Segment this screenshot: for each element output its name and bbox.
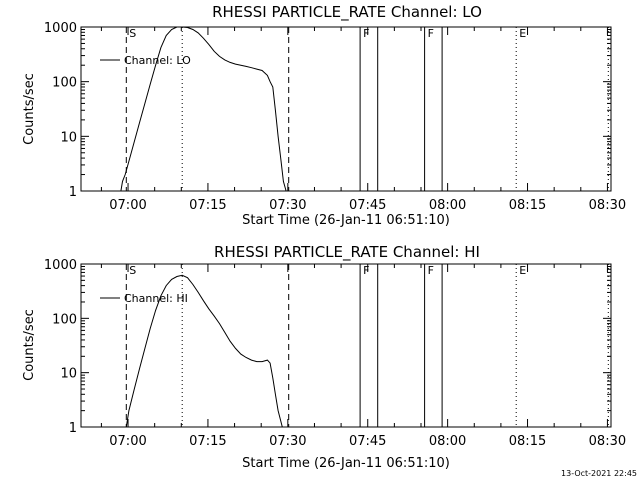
- y-tick-label: 100: [52, 76, 77, 91]
- y-tick-label: 10: [60, 130, 77, 145]
- x-axis-label-lo: Start Time (26-Jan-11 06:51:10): [242, 213, 450, 228]
- event-marker-label: S: [129, 264, 136, 277]
- footer-timestamp: 13-Oct-2021 22:45: [561, 469, 637, 478]
- x-tick-label: 07:15: [189, 434, 226, 449]
- y-tick-label: 1000: [44, 258, 77, 273]
- legend-label-lo: Channel: LO: [124, 54, 191, 67]
- series-line-lo: [120, 26, 287, 192]
- event-marker-label: F: [363, 27, 369, 40]
- series-line-hi: [125, 274, 283, 428]
- y-tick-label: 1: [69, 185, 77, 200]
- legend-label-hi: Channel: HI: [124, 292, 188, 305]
- x-tick-label: 08:00: [429, 434, 466, 449]
- x-tick-label: 08:15: [509, 198, 546, 213]
- axis-ticks-lo: 1 10 100 1000 07:00 07:15 07:30 07:45 08:00 08:15…: [44, 21, 626, 213]
- x-tick-label: 07:00: [109, 434, 146, 449]
- chart-title-hi: RHESSI PARTICLE_RATE Channel: HI: [214, 243, 480, 262]
- y-tick-label: 1000: [44, 21, 77, 36]
- event-marker-label: F: [428, 264, 434, 277]
- x-tick-label: 08:15: [509, 434, 546, 449]
- chart-title-lo: RHESSI PARTICLE_RATE Channel: LO: [212, 3, 482, 22]
- x-tick-label: 07:45: [349, 198, 386, 213]
- x-tick-label: 07:45: [349, 434, 386, 449]
- x-tick-label: 08:00: [429, 198, 466, 213]
- event-marker-label: E: [519, 27, 526, 40]
- plot-frame-lo: [80, 26, 612, 192]
- event-marker-label: F: [363, 264, 369, 277]
- y-tick-label: 10: [60, 367, 77, 382]
- y-axis-label-lo: Counts/sec: [22, 73, 37, 145]
- x-tick-label: 07:15: [189, 198, 226, 213]
- event-marker-label: S: [129, 27, 136, 40]
- x-axis-label-hi: Start Time (26-Jan-11 06:51:10): [242, 456, 450, 471]
- x-tick-label: 08:30: [589, 434, 626, 449]
- x-tick-label: 07:30: [269, 198, 306, 213]
- axis-ticks-hi: 1 10 100 1000 07:00 07:15 07:30 07:45 08:00 08:15…: [44, 258, 626, 449]
- plot-frame-hi: [80, 263, 612, 428]
- x-tick-label: 08:30: [589, 198, 626, 213]
- y-tick-label: 100: [52, 312, 77, 327]
- x-tick-label: 07:00: [109, 198, 146, 213]
- x-tick-label: 07:30: [269, 434, 306, 449]
- y-axis-label-hi: Counts/sec: [22, 309, 37, 381]
- event-marker-label: E: [519, 264, 526, 277]
- event-marker-label: F: [428, 27, 434, 40]
- y-tick-label: 1: [69, 421, 77, 436]
